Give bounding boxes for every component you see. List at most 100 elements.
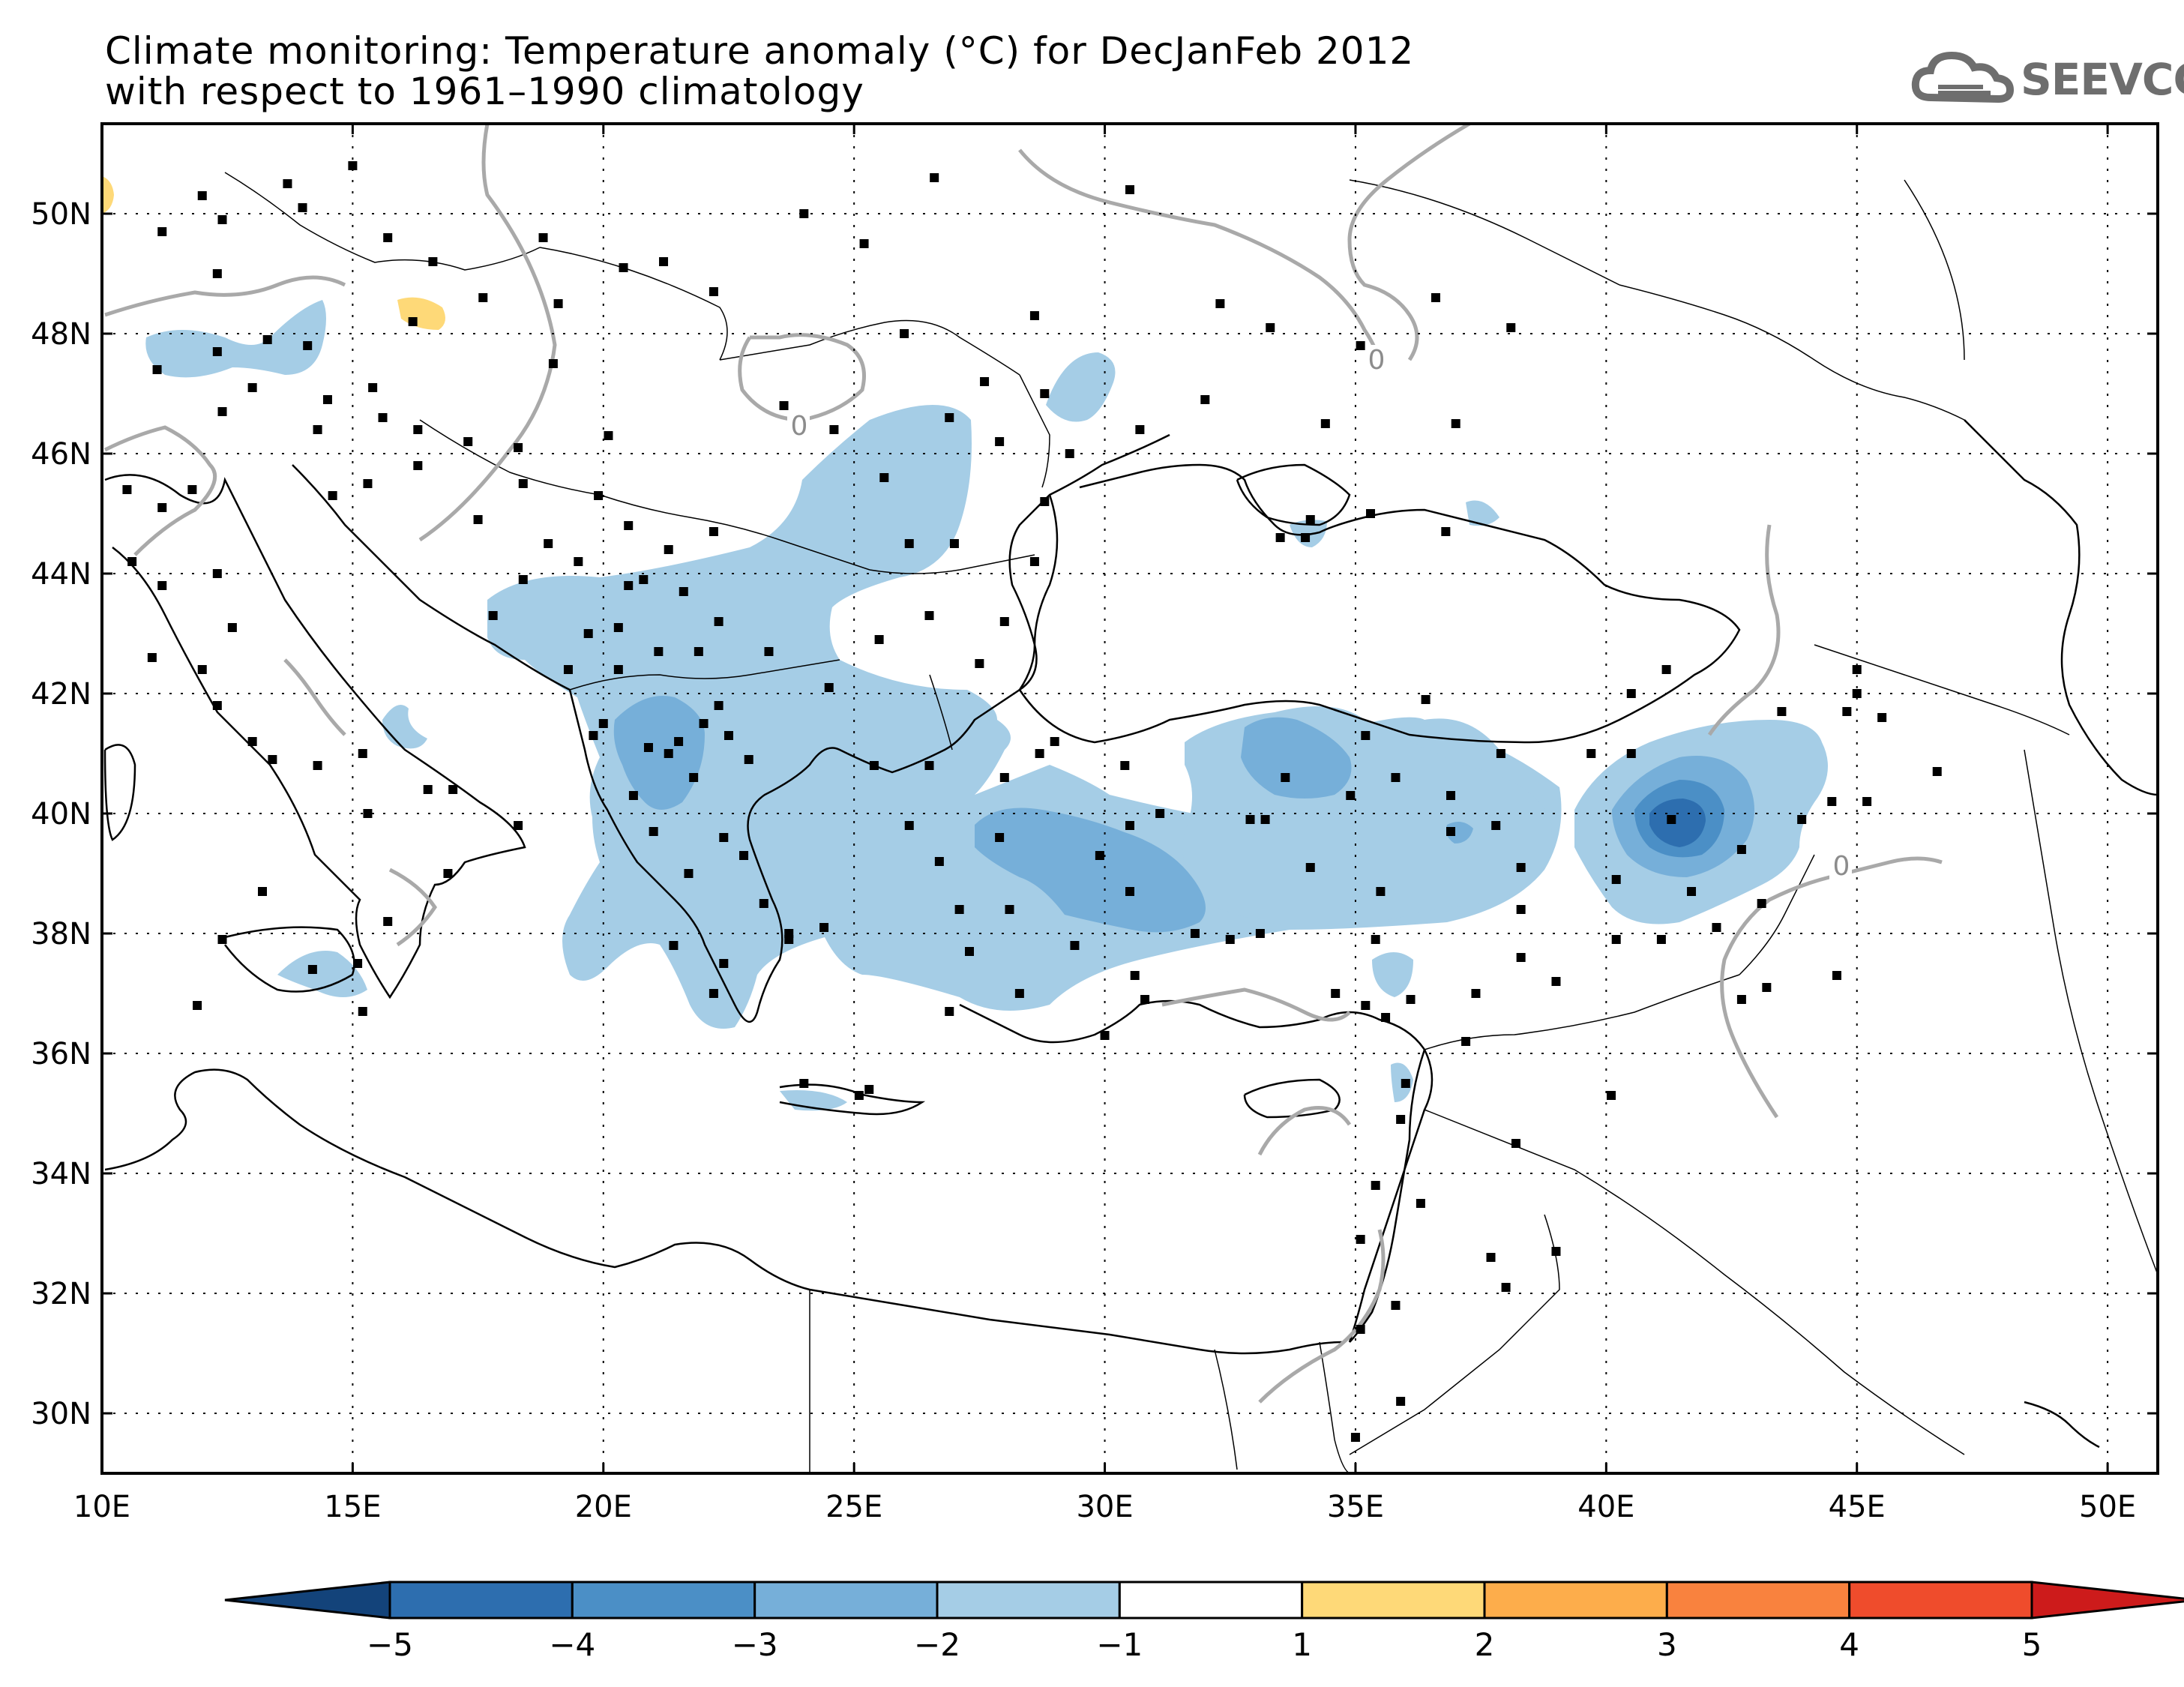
station-marker xyxy=(1491,821,1501,830)
station-marker xyxy=(1842,707,1852,716)
station-marker xyxy=(217,215,227,224)
station-marker xyxy=(514,821,523,830)
station-marker xyxy=(518,575,528,584)
station-marker xyxy=(1014,989,1024,998)
station-marker xyxy=(824,683,834,692)
station-marker xyxy=(1381,1013,1391,1022)
station-marker xyxy=(1506,323,1516,332)
station-marker xyxy=(212,569,222,578)
station-marker xyxy=(1281,773,1290,782)
chart-subtitle: with respect to 1961–1990 climatology xyxy=(105,70,864,113)
colorbar-low-extension xyxy=(224,1581,391,1620)
station-marker xyxy=(212,269,222,278)
map-frame xyxy=(100,122,2159,1475)
station-marker xyxy=(714,701,724,710)
station-marker xyxy=(358,749,367,758)
station-marker xyxy=(413,461,423,470)
station-marker xyxy=(1797,815,1807,824)
station-marker xyxy=(583,629,593,638)
station-marker xyxy=(368,383,378,392)
contour-labels: 0 0 0 xyxy=(787,345,1852,882)
station-marker xyxy=(854,1091,864,1100)
station-marker xyxy=(408,317,418,326)
station-marker xyxy=(719,833,729,842)
station-marker xyxy=(1029,557,1039,566)
station-marker xyxy=(1431,293,1440,302)
station-marker xyxy=(1862,797,1872,806)
colorbar-box xyxy=(1665,1581,1851,1620)
station-marker xyxy=(1656,935,1666,944)
station-marker xyxy=(217,935,227,944)
station-marker xyxy=(604,431,613,440)
station-marker xyxy=(383,917,393,926)
station-marker xyxy=(1135,425,1145,434)
anomaly-minus1 xyxy=(145,300,1828,1111)
station-marker xyxy=(473,515,483,524)
station-marker xyxy=(694,647,703,656)
anomaly-minus4 xyxy=(1649,799,1706,847)
station-marker xyxy=(1551,1247,1561,1256)
station-marker xyxy=(1125,887,1134,896)
colorbar-label: 1 xyxy=(1292,1626,1312,1663)
station-marker xyxy=(1035,749,1044,758)
station-marker xyxy=(247,737,257,746)
station-marker xyxy=(127,557,137,566)
station-marker xyxy=(348,161,358,170)
station-marker xyxy=(1391,773,1401,782)
station-marker xyxy=(1005,905,1014,914)
station-marker xyxy=(739,851,749,860)
station-marker xyxy=(995,437,1005,446)
station-marker xyxy=(1611,875,1621,884)
station-marker xyxy=(193,1001,202,1010)
station-marker xyxy=(313,425,322,434)
station-marker xyxy=(924,611,934,620)
station-marker xyxy=(1266,323,1275,332)
station-marker xyxy=(548,359,558,368)
station-marker xyxy=(1611,935,1621,944)
station-marker xyxy=(1496,749,1505,758)
station-marker xyxy=(1255,929,1265,938)
y-tick-label: 44N xyxy=(31,557,91,592)
station-marker xyxy=(1932,767,1942,776)
station-marker xyxy=(1275,533,1285,542)
anomaly-region-western-turkey xyxy=(975,808,1206,933)
station-marker xyxy=(799,1079,809,1088)
station-marker xyxy=(904,821,914,830)
colorbar-box xyxy=(1848,1581,2033,1620)
station-marker xyxy=(1301,533,1311,542)
colorbar-box xyxy=(1301,1581,1486,1620)
station-marker xyxy=(1396,1397,1406,1406)
station-marker xyxy=(212,347,222,356)
station-marker xyxy=(383,233,393,242)
station-marker xyxy=(999,617,1009,626)
station-marker xyxy=(1305,863,1315,872)
station-marker xyxy=(1516,863,1526,872)
station-marker xyxy=(1607,1091,1616,1100)
station-marker xyxy=(328,491,337,500)
colorbar-box xyxy=(936,1581,1121,1620)
colorbar-box xyxy=(1483,1581,1668,1620)
station-marker xyxy=(1712,923,1721,932)
station-marker xyxy=(1667,815,1676,824)
station-marker xyxy=(428,257,438,266)
station-marker xyxy=(147,653,157,662)
contour-label-3: 0 xyxy=(1833,851,1850,882)
station-marker xyxy=(674,737,684,746)
y-tick-label: 40N xyxy=(31,797,91,832)
station-marker xyxy=(1486,1253,1496,1262)
y-tick-label: 42N xyxy=(31,677,91,712)
station-marker xyxy=(594,491,604,500)
station-marker xyxy=(1130,971,1140,980)
station-marker xyxy=(664,749,673,758)
station-marker xyxy=(619,263,628,272)
station-marker xyxy=(353,959,363,968)
station-marker xyxy=(744,755,753,764)
station-marker xyxy=(187,485,197,494)
station-marker xyxy=(1371,1181,1380,1190)
station-marker xyxy=(1626,689,1636,698)
station-marker xyxy=(699,719,709,728)
station-marker xyxy=(1356,341,1365,350)
station-marker xyxy=(1305,515,1315,524)
station-marker xyxy=(443,869,453,878)
station-marker xyxy=(980,377,990,386)
